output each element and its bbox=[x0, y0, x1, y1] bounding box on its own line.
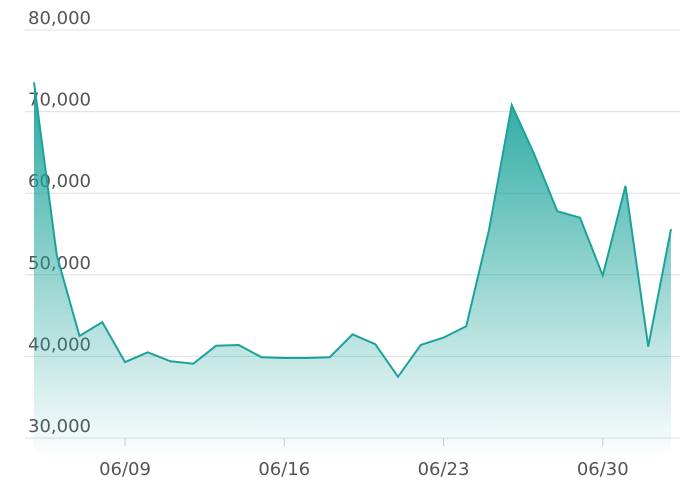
y-tick-label: 70,000 bbox=[28, 90, 91, 111]
x-tick-label: 06/23 bbox=[418, 459, 470, 480]
y-tick-label: 80,000 bbox=[28, 8, 91, 29]
x-tick-label: 06/16 bbox=[258, 459, 310, 480]
area-fill bbox=[34, 82, 671, 452]
x-tick-label: 06/09 bbox=[99, 459, 151, 480]
x-tick-label: 06/30 bbox=[577, 459, 629, 480]
line bbox=[33, 82, 672, 379]
